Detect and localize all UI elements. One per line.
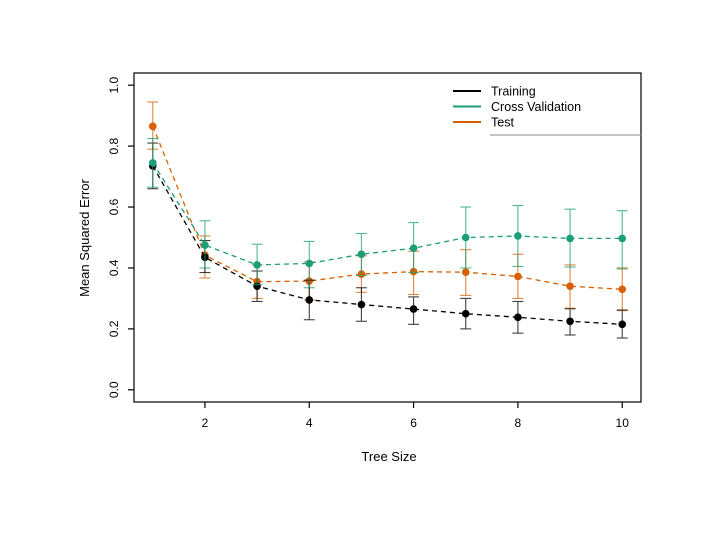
data-point: [566, 234, 574, 243]
legend-item-test: Test: [453, 116, 514, 130]
x-tick-label: 6: [410, 416, 417, 430]
data-point: [514, 232, 522, 240]
y-tick-label: 0.8: [107, 137, 121, 154]
series-test: [147, 101, 628, 312]
data-point: [148, 159, 157, 167]
legend-label: Training: [491, 85, 536, 99]
series-cross-validation: [147, 137, 628, 289]
data-point: [461, 233, 470, 242]
data-point: [514, 313, 522, 322]
data-point: [566, 282, 574, 291]
plot-box: [133, 72, 642, 403]
data-point: [201, 241, 209, 249]
series-line: [152, 165, 623, 325]
y-axis-title: Mean Squared Error: [77, 178, 92, 296]
x-axis-title: Tree Size: [361, 449, 416, 464]
legend-label: Cross Validation: [491, 100, 581, 114]
x-axis-ticks: 2 4 6 8 10: [202, 402, 630, 430]
data-point: [305, 296, 314, 304]
y-tick-label: 0.4: [107, 259, 121, 276]
legend-item-cross-validation: Cross Validation: [453, 100, 581, 114]
x-tick-label: 8: [515, 416, 522, 430]
data-point: [618, 234, 627, 243]
data-point: [357, 250, 366, 259]
data-point: [566, 317, 574, 326]
y-tick-label: 0.0: [107, 381, 121, 398]
data-point: [514, 272, 522, 281]
data-point: [253, 261, 261, 269]
data-point: [148, 122, 157, 131]
x-tick-label: 2: [202, 416, 209, 430]
data-point: [618, 285, 627, 294]
x-tick-label: 4: [306, 416, 313, 430]
data-point: [409, 305, 418, 313]
legend-label: Test: [491, 116, 514, 130]
x-tick-label: 10: [616, 416, 630, 430]
data-point: [461, 309, 470, 318]
y-tick-label: 0.2: [107, 320, 121, 337]
legend-item-training: Training: [453, 85, 536, 99]
data-point: [357, 300, 366, 309]
series-line: [152, 126, 623, 290]
data-point: [305, 259, 314, 268]
data-point: [461, 268, 470, 277]
series-line: [152, 162, 623, 266]
data-series: [147, 101, 628, 339]
data-point: [618, 320, 627, 329]
data-point: [409, 244, 418, 252]
y-axis-ticks: 0.0 0.2 0.4 0.6 0.8 1.0: [107, 77, 134, 398]
y-tick-label: 1.0: [107, 77, 121, 94]
series-training: [147, 142, 628, 339]
y-tick-label: 0.6: [107, 198, 121, 215]
